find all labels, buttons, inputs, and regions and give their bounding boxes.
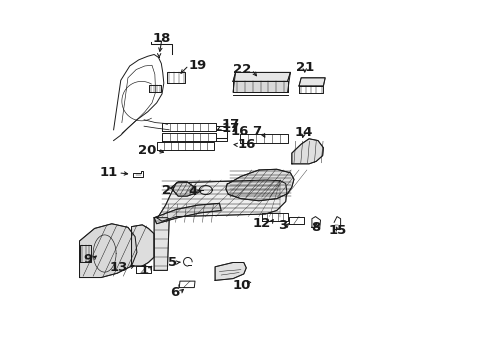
Polygon shape [233, 81, 287, 92]
Polygon shape [156, 180, 286, 221]
Text: 6: 6 [170, 287, 179, 300]
Polygon shape [233, 72, 290, 81]
Text: 5: 5 [167, 256, 177, 269]
Text: 16: 16 [237, 138, 255, 151]
Polygon shape [298, 78, 325, 86]
Text: 1: 1 [139, 264, 148, 277]
Text: 19: 19 [188, 59, 207, 72]
Polygon shape [225, 169, 293, 201]
Text: 14: 14 [294, 126, 312, 139]
Text: 10: 10 [232, 279, 250, 292]
Text: 18: 18 [153, 32, 171, 45]
Text: 4: 4 [188, 185, 198, 198]
Text: 7: 7 [252, 125, 261, 138]
Polygon shape [171, 182, 194, 196]
Text: 20: 20 [138, 144, 156, 157]
Text: 12: 12 [252, 216, 270, 230]
Text: 2: 2 [162, 184, 171, 197]
Text: 16: 16 [230, 125, 249, 138]
Text: 21: 21 [295, 60, 313, 73]
Text: 17: 17 [221, 118, 239, 131]
Polygon shape [291, 139, 323, 164]
Text: 15: 15 [328, 224, 346, 237]
Text: 17: 17 [221, 122, 239, 135]
Polygon shape [154, 218, 169, 270]
Polygon shape [215, 262, 246, 280]
Polygon shape [80, 224, 137, 278]
Text: 8: 8 [311, 221, 320, 234]
Text: 11: 11 [100, 166, 118, 179]
Text: 3: 3 [277, 219, 286, 232]
Polygon shape [154, 203, 221, 224]
Text: 9: 9 [83, 253, 92, 266]
Polygon shape [131, 225, 154, 266]
Text: 22: 22 [233, 63, 251, 76]
Text: 13: 13 [109, 261, 128, 274]
